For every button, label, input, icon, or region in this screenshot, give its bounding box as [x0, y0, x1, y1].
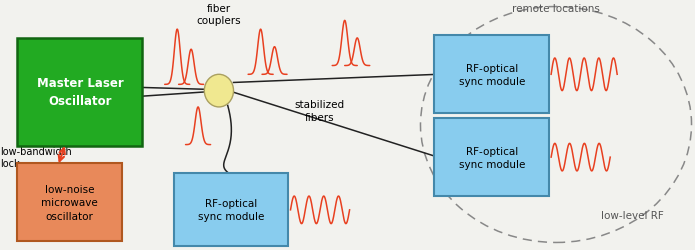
Text: fiber
couplers: fiber couplers — [197, 4, 241, 26]
FancyBboxPatch shape — [17, 164, 122, 241]
FancyBboxPatch shape — [434, 36, 549, 114]
Text: RF-optical
sync module: RF-optical sync module — [459, 64, 525, 86]
Ellipse shape — [204, 75, 234, 108]
Text: remote locations: remote locations — [512, 4, 600, 14]
FancyBboxPatch shape — [17, 39, 142, 146]
Text: RF-optical
sync module: RF-optical sync module — [459, 146, 525, 169]
Text: RF-optical
sync module: RF-optical sync module — [198, 198, 264, 222]
FancyBboxPatch shape — [174, 174, 288, 246]
Text: stabilized
fibers: stabilized fibers — [295, 100, 345, 122]
Text: Master Laser
Oscillator: Master Laser Oscillator — [37, 77, 123, 108]
FancyBboxPatch shape — [434, 119, 549, 196]
Text: low-level RF: low-level RF — [601, 210, 664, 220]
Text: low-bandwidth
lock: low-bandwidth lock — [0, 146, 72, 169]
Text: low-noise
microwave
oscillator: low-noise microwave oscillator — [41, 184, 98, 221]
